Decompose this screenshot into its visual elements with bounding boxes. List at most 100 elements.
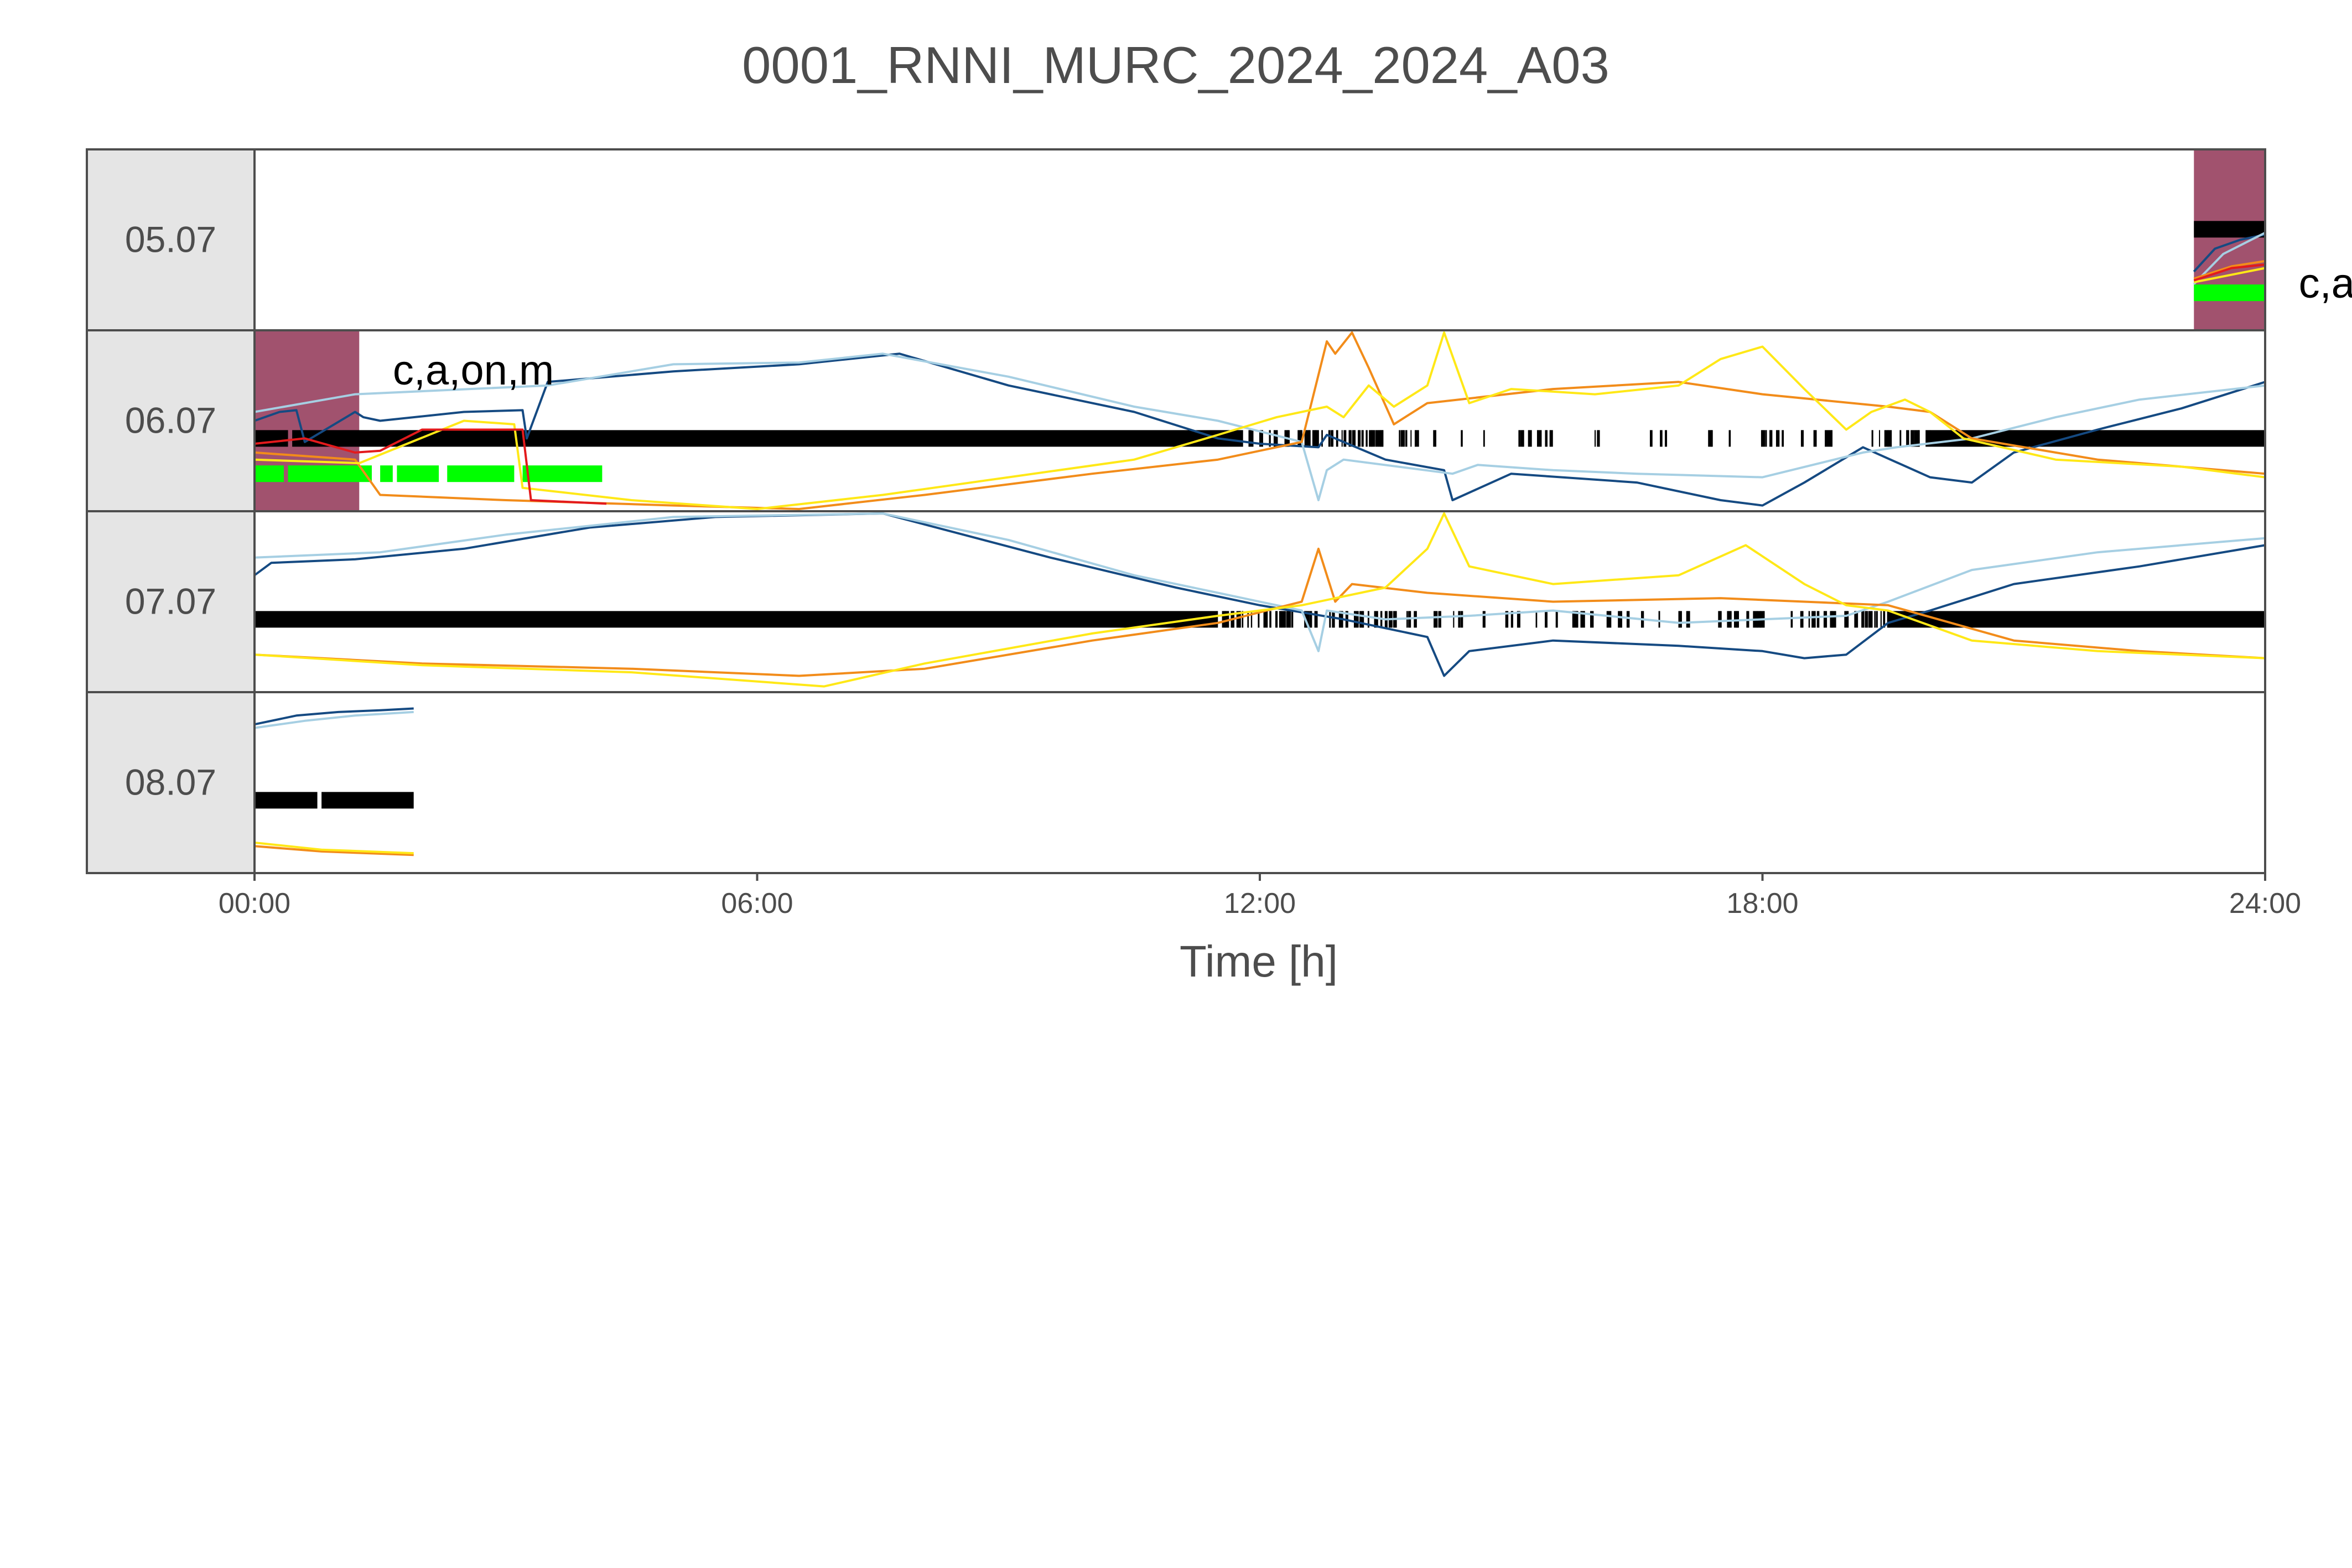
activity-tick xyxy=(1528,430,1532,447)
activity-tick xyxy=(1275,611,1278,628)
activity-tick xyxy=(1800,430,1804,447)
highlight-region xyxy=(2194,149,2265,330)
panel-08-07: 08.07 xyxy=(86,691,2266,874)
activity-tick xyxy=(1312,430,1317,447)
annotation-label: c,a,on,m xyxy=(393,347,554,394)
strip-label: 06.07 xyxy=(125,400,216,441)
activity-tick xyxy=(1263,611,1268,628)
activity-tick xyxy=(1765,430,1767,447)
activity-tick xyxy=(1626,611,1630,628)
activity-tick xyxy=(1358,430,1361,447)
green-bar-segment xyxy=(288,465,372,482)
activity-tick xyxy=(1868,611,1873,628)
panel-background xyxy=(255,330,2265,511)
x-tick-label: 24:00 xyxy=(2229,887,2301,920)
activity-tick xyxy=(1906,430,1909,447)
activity-tick xyxy=(1597,430,1600,447)
panel-05-07: 05.07 c,a xyxy=(86,148,2352,331)
activity-tick xyxy=(1362,611,1364,628)
activity-tick xyxy=(1332,611,1335,628)
activity-tick xyxy=(1399,430,1400,447)
series-line-orange xyxy=(254,845,414,856)
activity-tick xyxy=(1242,611,1244,628)
x-tick-label: 00:00 xyxy=(219,887,290,920)
day-panels: 05.07 c,a 06.07 c,a,on,m 07.07 08.07 xyxy=(86,148,2352,874)
activity-tick xyxy=(1297,430,1302,447)
activity-tick xyxy=(1664,430,1668,447)
series-line-navy xyxy=(254,707,414,726)
activity-tick xyxy=(1590,611,1594,628)
activity-tick xyxy=(1899,430,1902,447)
activity-tick xyxy=(1483,430,1485,447)
activity-tick xyxy=(1813,430,1817,447)
activity-tick xyxy=(1887,611,1891,628)
series-line-red xyxy=(254,428,607,505)
panel-07-07: 07.07 xyxy=(86,510,2266,693)
activity-tick xyxy=(1505,611,1509,628)
activity-tick xyxy=(1461,430,1463,447)
activity-tick xyxy=(1606,611,1612,628)
activity-tick xyxy=(1435,611,1438,628)
activity-tick xyxy=(1874,611,1876,628)
activity-tick xyxy=(1348,430,1352,447)
activity-tick xyxy=(1545,430,1548,447)
activity-bar-segment xyxy=(292,430,1243,447)
x-axis-title: Time [h] xyxy=(1180,937,1338,986)
activity-tick xyxy=(1769,430,1773,447)
activity-tick xyxy=(1658,611,1660,628)
series-line-yellow xyxy=(2193,267,2266,284)
activity-tick xyxy=(1374,611,1378,628)
activity-tick xyxy=(1482,611,1486,628)
series-line-navy xyxy=(254,352,2266,507)
activity-tick xyxy=(1545,611,1548,628)
activity-tick xyxy=(1879,430,1881,447)
activity-tick xyxy=(1800,611,1804,628)
activity-tick xyxy=(1328,430,1331,447)
activity-tick xyxy=(1710,430,1713,447)
series-line-light_blue xyxy=(254,710,414,729)
activity-tick xyxy=(1536,430,1542,447)
activity-tick xyxy=(1375,430,1379,447)
activity-tick xyxy=(1518,430,1521,447)
activity-tick xyxy=(1369,430,1373,447)
activity-tick xyxy=(1367,611,1369,628)
highlight-region xyxy=(255,330,360,511)
activity-tick xyxy=(1371,430,1375,447)
activity-tick xyxy=(1775,430,1780,447)
activity-tick xyxy=(1379,430,1383,447)
activity-tick xyxy=(1618,611,1622,628)
activity-tick xyxy=(1361,430,1364,447)
activity-tick xyxy=(1861,611,1865,628)
activity-tick xyxy=(1829,430,1833,447)
series-line-light_blue xyxy=(254,352,2266,501)
activity-tick xyxy=(1269,430,1271,447)
activity-tick xyxy=(1782,430,1784,447)
activity-tick xyxy=(1352,430,1356,447)
activity-tick xyxy=(1686,611,1690,628)
activity-tick xyxy=(1314,430,1319,447)
activity-tick xyxy=(1880,611,1882,628)
chart-title: 0001_RNNI_MURC_2024_2024_A03 xyxy=(742,36,1609,94)
activity-tick xyxy=(1925,430,1931,447)
activity-tick xyxy=(1304,430,1310,447)
strip-label: 08.07 xyxy=(125,762,216,803)
activity-tick xyxy=(1594,430,1596,447)
activity-tick xyxy=(1535,611,1538,628)
activity-tick xyxy=(1281,611,1286,628)
x-tick-label: 12:00 xyxy=(1224,887,1296,920)
activity-tick xyxy=(1576,611,1579,628)
activity-tick xyxy=(1286,611,1291,628)
activity-tick xyxy=(1580,611,1585,628)
activity-tick xyxy=(1461,611,1463,628)
green-bar-segment xyxy=(522,465,603,482)
activity-tick xyxy=(1718,611,1722,628)
activity-tick xyxy=(1649,430,1653,447)
activity-tick xyxy=(1914,430,1919,447)
activity-tick xyxy=(1549,430,1553,447)
activity-tick xyxy=(1248,430,1254,447)
activity-tick xyxy=(1434,611,1436,628)
activity-tick xyxy=(1305,611,1310,628)
annotation-label: c,a xyxy=(2299,260,2352,307)
strip-background xyxy=(86,329,256,512)
activity-tick xyxy=(1222,611,1226,628)
